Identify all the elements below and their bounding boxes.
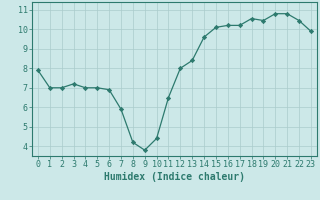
X-axis label: Humidex (Indice chaleur): Humidex (Indice chaleur) (104, 172, 245, 182)
